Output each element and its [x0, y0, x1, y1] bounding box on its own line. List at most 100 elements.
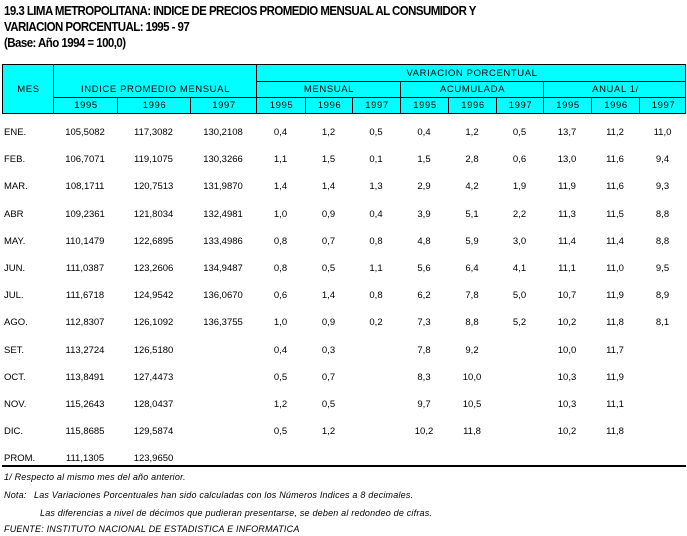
table-cell: 1,9 — [512, 181, 527, 193]
table-cell: 0,2 — [369, 317, 383, 329]
table-cell: 5,0 — [512, 290, 527, 302]
table-cell: 6,4 — [465, 263, 479, 274]
table-cell: 11,5 — [606, 208, 624, 220]
table-cell: 123,9650 — [133, 453, 174, 465]
table-cell: 1,0 — [273, 317, 288, 329]
table-cell: 1,2 — [321, 426, 336, 438]
table-cell: 11,7 — [606, 344, 624, 356]
table-cell: 5,9 — [465, 235, 479, 247]
table-cell: 124,9542 — [133, 290, 174, 302]
table-cell: 11,2 — [606, 127, 624, 138]
table-cell: 7,8 — [465, 290, 479, 302]
table-cell: 130,3266 — [203, 154, 243, 166]
header-year: 1996 — [317, 99, 342, 111]
table-cell: 4,8 — [417, 235, 431, 247]
header-year: 1995 — [74, 99, 98, 111]
header-year: 1995 — [269, 99, 294, 111]
table-base-note: (Base: Año 1994 = 100,0) — [4, 36, 126, 50]
table-cell: 0,4 — [369, 208, 383, 220]
header-year: 1996 — [142, 99, 167, 111]
table-cell: 9,2 — [465, 344, 479, 356]
row-month: JUL. — [4, 290, 24, 302]
table-cell: 1,2 — [273, 399, 288, 410]
table-cell: 11,8 — [606, 426, 624, 438]
table-cell: 10,0 — [462, 371, 482, 383]
table-cell: 1,3 — [369, 181, 383, 193]
table-cell: 11,4 — [606, 235, 624, 247]
row-month: DIC. — [4, 426, 23, 438]
table-cell: 8,8 — [655, 208, 670, 220]
header-anual: ANUAL 1/ — [592, 83, 639, 95]
table-cell: 0,5 — [512, 127, 527, 138]
table-cell: 13,7 — [557, 127, 577, 138]
table-cell: 10,3 — [557, 399, 577, 410]
table-cell: 3,0 — [512, 235, 527, 247]
table-cell: 0,5 — [273, 426, 288, 438]
table-cell: 113,8491 — [65, 371, 105, 383]
row-month: NOV. — [4, 399, 27, 410]
table-cell: 5,6 — [417, 263, 431, 274]
table-cell: 111,0387 — [65, 263, 105, 274]
table-cell: 126,5180 — [133, 344, 174, 356]
table-cell: 123,2606 — [133, 263, 174, 274]
table-cell: 1,2 — [465, 127, 479, 138]
table-cell: 1,5 — [321, 154, 336, 166]
table-cell: 10,0 — [557, 344, 577, 356]
table-cell: 0,9 — [321, 317, 336, 329]
table-cell: 119,1075 — [134, 154, 173, 166]
table-cell: 0,4 — [417, 127, 431, 138]
table-cell: 4,1 — [512, 263, 527, 274]
table-cell: 1,4 — [321, 290, 336, 302]
table-cell: 121,8034 — [133, 208, 174, 220]
header-year: 1997 — [212, 99, 236, 111]
row-month: OCT. — [4, 371, 26, 383]
table-cell: 0,4 — [273, 344, 288, 356]
row-month: PROM. — [4, 453, 36, 465]
table-cell: 8,8 — [465, 317, 479, 329]
table-cell: 0,7 — [321, 371, 336, 383]
table-cell: 0,6 — [512, 154, 527, 166]
table-cell: 0,8 — [369, 235, 383, 247]
table-cell: 7,8 — [417, 344, 431, 356]
table-cell: 0,7 — [321, 235, 336, 247]
header-year: 1997 — [508, 99, 533, 111]
table-cell: 112,8307 — [65, 317, 105, 329]
header-year: 1996 — [461, 99, 485, 111]
table-cell: 117,3082 — [134, 127, 173, 138]
table-cell: 1,4 — [321, 181, 336, 193]
table-cell: 131,9870 — [203, 181, 243, 193]
row-month: FEB. — [4, 154, 26, 166]
table-cell: 11,4 — [558, 235, 576, 247]
row-month: AGO. — [4, 317, 28, 329]
row-month: JUN. — [4, 263, 26, 274]
table-cell: 0,4 — [273, 127, 288, 138]
table-cell: 108,1711 — [65, 181, 105, 193]
table-cell: 7,3 — [417, 317, 431, 329]
table-cell: 128,0437 — [133, 399, 174, 410]
header-year: 1997 — [365, 99, 389, 111]
header-indice: INDICE PROMEDIO MENSUAL — [81, 83, 230, 95]
table-cell: 5,1 — [465, 208, 479, 220]
table-cell: 9,3 — [655, 181, 670, 193]
table-cell: 1,0 — [273, 208, 288, 220]
header-acumulada: ACUMULADA — [439, 83, 506, 95]
table-cell: 132,4981 — [203, 208, 243, 220]
table-cell: 0,3 — [321, 344, 336, 356]
header-mes: MES — [17, 83, 40, 95]
table-cell: 11,3 — [558, 208, 576, 220]
table-cell: 11,8 — [463, 426, 481, 438]
header-year: 1996 — [604, 99, 628, 111]
row-month: SET. — [4, 344, 25, 356]
table-cell: 1,1 — [273, 154, 288, 166]
table-cell: 127,4473 — [133, 371, 174, 383]
table-cell: 133,4986 — [203, 235, 243, 247]
table-cell: 1,2 — [321, 127, 336, 138]
table-cell: 11,8 — [606, 317, 624, 329]
table-cell: 11,1 — [606, 399, 624, 410]
header-year: 1995 — [413, 99, 437, 111]
table-cell: 115,8685 — [65, 426, 105, 438]
table-cell: 115,2643 — [65, 399, 105, 410]
footnote-1: 1/ Respecto al mismo mes del año anterio… — [4, 472, 186, 482]
table-cell: 11,0 — [653, 127, 672, 138]
table-cell: 8,3 — [417, 371, 431, 383]
